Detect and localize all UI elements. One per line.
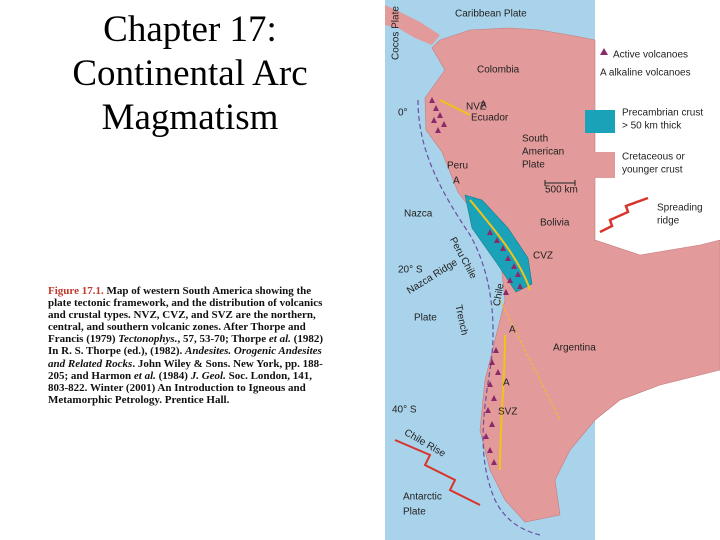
caption-text: , 57, 53-70; Thorpe	[177, 333, 269, 346]
central-america	[385, 5, 440, 45]
legend-symbol	[599, 196, 649, 234]
caption-text: . John Wiley & Sons. New York, pp. 188-2…	[48, 357, 323, 382]
map-label: 0°	[398, 108, 408, 119]
volcano	[517, 283, 523, 289]
title-line: Magmatism	[101, 97, 279, 138]
volcano	[494, 237, 500, 243]
title: Chapter 17: Continental Arc Magmatism	[20, 8, 360, 140]
caption-text: (1982) In R. S. Thorpe (ed.), (1982).	[48, 333, 323, 358]
volcano	[495, 369, 501, 375]
legend-label: Precambrian crust	[622, 108, 703, 119]
volcano	[431, 117, 437, 123]
map-label: Plate	[522, 160, 545, 171]
map-label: A	[509, 325, 516, 336]
legend-label: Cretaceous or	[622, 152, 685, 163]
volcano	[487, 381, 493, 387]
volcano	[515, 271, 521, 277]
map-label: Nazca	[404, 209, 433, 220]
volcanic-zones	[439, 99, 531, 471]
map-label: 20° S	[398, 265, 423, 276]
legend-label: younger crust	[622, 165, 683, 176]
legend-label: Active volcanoes	[613, 50, 688, 61]
map-label: Antarctic	[403, 492, 442, 503]
map-label: A	[503, 378, 510, 389]
legend-label: > 50 km thick	[622, 121, 682, 132]
caption: Figure 17.1. Map of western South Americ…	[48, 285, 334, 406]
map-label: A	[480, 100, 487, 111]
chile-rise	[394, 439, 481, 506]
map-label: Plate	[414, 313, 437, 324]
volcano	[441, 121, 447, 127]
map-label: South	[522, 134, 548, 145]
legend-symbol	[600, 48, 608, 55]
volcano	[503, 289, 509, 295]
caption-text: J. Geol.	[190, 369, 226, 382]
title-line: Chapter 17:	[103, 9, 277, 50]
map-label: 40° S	[392, 405, 417, 416]
volcano	[493, 347, 499, 353]
legend-label: Spreading	[657, 203, 703, 214]
legend-swatch	[585, 110, 615, 133]
caption-text: Tectonophys.	[118, 333, 178, 346]
scale-bar	[544, 180, 576, 186]
map-label: NVZ	[466, 102, 486, 113]
volcano	[437, 112, 443, 118]
caption-text: et al.	[268, 333, 291, 346]
map-label: Plate	[403, 507, 426, 518]
volcano	[435, 127, 441, 133]
map-label: SVZ	[498, 407, 517, 418]
caption-text: Soc. London, 141, 803-822. Winter (2001)…	[48, 369, 313, 406]
continent	[424, 27, 720, 523]
volcano	[491, 395, 497, 401]
map-label: Bolivia	[540, 218, 570, 229]
map-label: 500 km	[545, 185, 578, 196]
title-line: Continental Arc	[72, 53, 308, 94]
volcano	[500, 245, 506, 251]
caption-text: et al.	[133, 369, 156, 382]
volcano	[487, 229, 493, 235]
trench	[417, 99, 541, 536]
map-label: Colombia	[477, 65, 520, 76]
volcano	[487, 447, 493, 453]
map-label: Argentina	[553, 343, 596, 354]
legend-swatch	[585, 152, 615, 178]
zone-boundary	[499, 299, 561, 421]
map-label: American	[522, 147, 564, 158]
volcano	[489, 359, 495, 365]
volcano	[483, 433, 489, 439]
map-label: A	[453, 176, 460, 187]
map-label: Cocos Plate	[391, 6, 402, 60]
volcano	[429, 97, 435, 103]
map-label: Chile	[492, 282, 507, 307]
legend-label: A alkaline volcanoes	[600, 68, 691, 79]
volcano	[505, 255, 511, 261]
volcano	[491, 459, 497, 465]
map-label: CVZ	[533, 251, 553, 262]
map-label: Caribbean Plate	[455, 9, 527, 20]
volcano	[511, 263, 517, 269]
caption-text: Map of western South America showing the…	[48, 285, 323, 346]
map-label: Ecuador	[471, 113, 509, 124]
caption-text: Andesites. Orogenic Andesites and Relate…	[48, 345, 322, 370]
caption-text: (1984)	[155, 369, 191, 382]
volcano	[507, 277, 513, 283]
caption-text: Figure 17.1.	[48, 285, 104, 297]
map-label: Peru	[447, 161, 468, 172]
volcano	[433, 105, 439, 111]
volcano	[489, 421, 495, 427]
legend-label: ridge	[657, 216, 680, 227]
volcano	[485, 407, 491, 413]
